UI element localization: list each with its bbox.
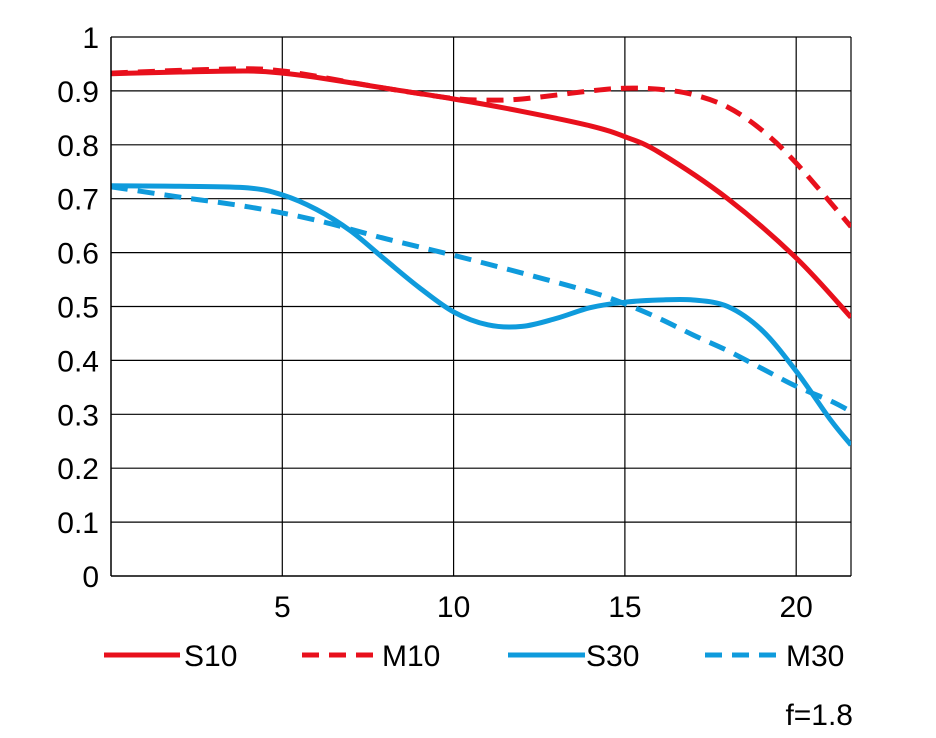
legend-item-s10: S10 — [104, 640, 237, 673]
y-tick-label: 0.9 — [57, 76, 99, 109]
legend-item-m10: M10 — [302, 640, 440, 673]
aperture-note: f=1.8 — [785, 699, 853, 732]
legend-label: S10 — [184, 640, 237, 673]
y-tick-label: 0.1 — [57, 507, 99, 540]
y-tick-label: 0 — [82, 561, 99, 594]
series-lines — [111, 66, 851, 447]
x-tick-label: 10 — [437, 591, 470, 624]
y-tick-label: 0.4 — [57, 345, 99, 378]
y-tick-label: 0.2 — [57, 453, 99, 486]
x-tick-label: 20 — [779, 591, 812, 624]
grid — [111, 36, 852, 576]
x-tick-label: 5 — [274, 591, 291, 624]
y-tick-label: 0.5 — [57, 292, 99, 325]
legend-label: M30 — [786, 640, 844, 673]
y-tick-labels: 0 0.1 0.2 0.3 0.4 0.5 0.6 0.7 0.8 0.9 1 — [57, 22, 99, 594]
series-line-m30 — [111, 184, 851, 414]
series-line-s10 — [111, 68, 851, 319]
legend-item-s30: S30 — [508, 640, 639, 673]
y-tick-label: 0.7 — [57, 184, 99, 217]
series-line-s30 — [111, 183, 851, 447]
legend-label: S30 — [586, 640, 639, 673]
legend: S10 M10 S30 M30 — [104, 640, 844, 673]
legend-item-m30: M30 — [705, 640, 844, 673]
y-tick-label: 0.8 — [57, 130, 99, 163]
y-tick-label: 0.3 — [57, 399, 99, 432]
y-tick-label: 0.6 — [57, 238, 99, 271]
axes — [110, 37, 851, 577]
legend-label: M10 — [382, 640, 440, 673]
series-line-m10 — [111, 66, 851, 229]
x-tick-label: 15 — [608, 591, 641, 624]
x-tick-labels: 5 10 15 20 — [274, 591, 813, 624]
y-tick-label: 1 — [82, 22, 99, 55]
